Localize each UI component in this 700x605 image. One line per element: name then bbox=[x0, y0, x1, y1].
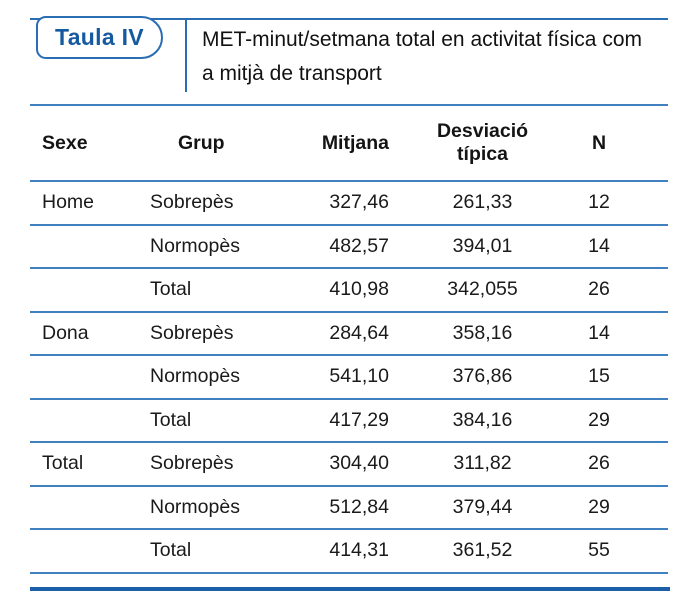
cell-mitjana: 304,40 bbox=[329, 452, 389, 475]
table-row: Total 410,98 342,055 26 bbox=[30, 269, 668, 313]
cell-mitjana: 541,10 bbox=[329, 365, 389, 388]
table-row: Home Sobrepès 327,46 261,33 12 bbox=[30, 182, 668, 226]
cell-grup: Sobrepès bbox=[150, 191, 234, 214]
cell-desviacio: 311,82 bbox=[453, 452, 512, 475]
cell-desviacio: 384,16 bbox=[452, 408, 513, 431]
cell-grup: Total bbox=[150, 278, 192, 301]
cell-grup: Total bbox=[150, 539, 192, 562]
table-title: MET-minut/setmana total en activitat fís… bbox=[202, 28, 642, 85]
cell-n: 15 bbox=[588, 365, 610, 388]
cell-sexe bbox=[30, 226, 143, 268]
header-mitjana: Mitjana bbox=[321, 131, 389, 154]
table-row: Normopès 512,84 379,44 29 bbox=[30, 487, 668, 530]
cell-desviacio: 358,16 bbox=[452, 321, 513, 344]
cell-desviacio: 342,055 bbox=[447, 278, 518, 301]
cell-desviacio: 376,86 bbox=[452, 365, 513, 388]
cell-grup: Normopès bbox=[150, 365, 240, 388]
cell-mitjana: 512,84 bbox=[329, 495, 389, 518]
cell-desviacio: 361,52 bbox=[452, 539, 513, 562]
table-row: Total 414,31 361,52 55 bbox=[30, 530, 668, 574]
table-row: Total 417,29 384,16 29 bbox=[30, 400, 668, 443]
cell-n: 14 bbox=[588, 321, 610, 344]
cell-grup: Sobrepès bbox=[150, 321, 234, 344]
header-desviacio: Desviació típica bbox=[405, 106, 560, 180]
cell-sexe bbox=[30, 530, 143, 572]
table-header-row: Sexe Grup Mitjana Desviació típica N bbox=[30, 104, 668, 182]
cell-sexe bbox=[30, 487, 143, 529]
table-label-badge: Taula IV bbox=[36, 16, 163, 59]
cell-sexe: Total bbox=[42, 452, 84, 475]
cell-desviacio: 394,01 bbox=[452, 234, 513, 257]
cell-sexe bbox=[30, 356, 143, 398]
cell-grup: Sobrepès bbox=[150, 452, 234, 475]
cell-mitjana: 417,29 bbox=[329, 408, 389, 431]
table-row: Normopès 482,57 394,01 14 bbox=[30, 226, 668, 269]
header-n: N bbox=[591, 131, 607, 154]
cell-grup: Normopès bbox=[150, 495, 240, 518]
cell-desviacio: 261,33 bbox=[452, 191, 513, 214]
cell-grup: Normopès bbox=[150, 234, 240, 257]
cell-n: 55 bbox=[588, 539, 610, 562]
cell-n: 26 bbox=[588, 278, 610, 301]
bottom-rule bbox=[30, 587, 670, 591]
cell-mitjana: 410,98 bbox=[329, 278, 389, 301]
table-row: Total Sobrepès 304,40 311,82 26 bbox=[30, 443, 668, 487]
header-divider bbox=[185, 18, 187, 92]
header-desviacio-label: Desviació típica bbox=[436, 120, 529, 165]
header-grup: Grup bbox=[178, 131, 225, 154]
table-label: Taula IV bbox=[55, 24, 144, 50]
cell-n: 26 bbox=[588, 452, 610, 475]
cell-mitjana: 327,46 bbox=[329, 191, 389, 214]
cell-n: 29 bbox=[588, 408, 610, 431]
cell-mitjana: 482,57 bbox=[329, 234, 389, 257]
table-row: Normopès 541,10 376,86 15 bbox=[30, 356, 668, 400]
cell-n: 29 bbox=[588, 495, 610, 518]
cell-grup: Total bbox=[150, 408, 192, 431]
cell-sexe: Home bbox=[42, 191, 95, 214]
cell-mitjana: 414,31 bbox=[329, 539, 389, 562]
header-sexe: Sexe bbox=[42, 131, 88, 154]
cell-n: 12 bbox=[588, 191, 610, 214]
cell-sexe: Dona bbox=[42, 321, 89, 344]
cell-mitjana: 284,64 bbox=[329, 321, 389, 344]
cell-sexe bbox=[30, 400, 143, 442]
cell-desviacio: 379,44 bbox=[452, 495, 513, 518]
cell-n: 14 bbox=[588, 234, 610, 257]
cell-sexe bbox=[30, 269, 143, 311]
table-row: Dona Sobrepès 284,64 358,16 14 bbox=[30, 313, 668, 356]
data-table: Sexe Grup Mitjana Desviació típica N Hom… bbox=[30, 104, 668, 574]
header-rule bbox=[30, 18, 668, 20]
